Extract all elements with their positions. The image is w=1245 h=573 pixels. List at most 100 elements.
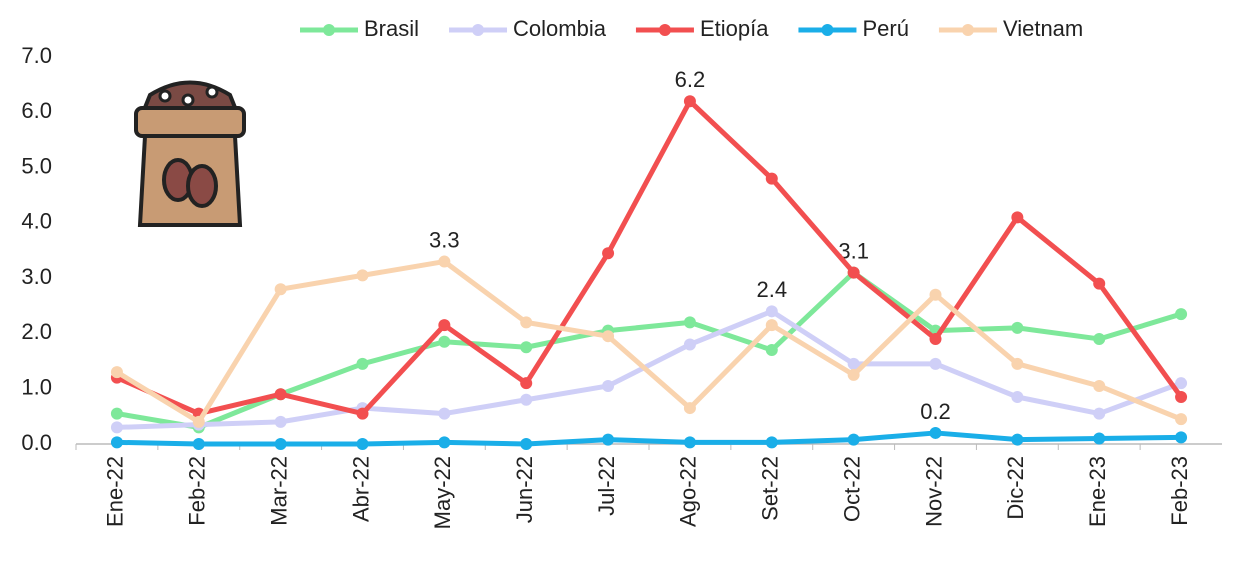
point: [110, 436, 123, 449]
point: [1175, 377, 1188, 390]
point: [765, 319, 778, 332]
point: [1093, 379, 1106, 392]
x-tick-label: Ago-22: [676, 456, 701, 527]
point: [356, 438, 369, 450]
legend-label: Perú: [862, 16, 908, 41]
legend-label: Brasil: [364, 16, 419, 41]
point: [847, 266, 860, 279]
x-tick-label: Feb-23: [1167, 456, 1192, 526]
point: [274, 415, 287, 428]
point: [1175, 391, 1188, 404]
point: [520, 341, 533, 354]
point: [683, 338, 696, 351]
point: [683, 316, 696, 329]
legend-marker: [961, 24, 974, 36]
point: [356, 269, 369, 282]
point: [929, 332, 942, 345]
point: [1175, 308, 1188, 321]
data-label: 6.2: [675, 67, 706, 92]
point: [1093, 332, 1106, 345]
x-tick-label: Jun-22: [512, 456, 537, 523]
x-tick-label: Abr-22: [348, 456, 373, 522]
point: [765, 344, 778, 357]
coffee-bag-icon: [134, 80, 246, 227]
x-tick-label: Ene-23: [1085, 456, 1110, 527]
point: [1011, 211, 1024, 224]
point: [438, 407, 451, 420]
point: [847, 433, 860, 446]
point: [929, 426, 942, 439]
point: [1175, 413, 1188, 426]
point: [438, 319, 451, 332]
point: [1093, 277, 1106, 290]
legend-marker: [323, 24, 335, 36]
point: [683, 95, 696, 108]
point: [192, 438, 205, 450]
point: [929, 357, 942, 370]
legend-marker: [472, 24, 485, 36]
y-tick-label: 6.0: [21, 98, 52, 123]
point: [520, 377, 533, 390]
legend-label: Colombia: [513, 16, 607, 41]
series-line: [115, 98, 1184, 417]
point: [274, 438, 287, 450]
point: [602, 379, 615, 392]
point: [847, 368, 860, 381]
series-line: [115, 259, 1183, 425]
series-line: [116, 308, 1182, 430]
legend-marker: [821, 24, 834, 36]
point: [683, 402, 696, 415]
point: [765, 305, 778, 318]
y-tick-label: 3.0: [21, 264, 52, 289]
point: [765, 436, 778, 449]
y-tick-label: 7.0: [21, 43, 52, 68]
point: [765, 172, 778, 185]
point: [929, 288, 942, 301]
legend-label: Vietnam: [1003, 16, 1083, 41]
point: [1011, 391, 1024, 404]
point: [438, 335, 451, 348]
point: [847, 357, 860, 370]
y-tick-label: 2.0: [21, 319, 52, 344]
point: [1011, 357, 1024, 370]
x-tick-label: Set-22: [758, 456, 783, 521]
point: [520, 438, 533, 450]
point: [438, 255, 451, 268]
point: [192, 415, 205, 428]
legend-marker: [658, 24, 671, 36]
y-tick-label: 1.0: [21, 375, 52, 400]
point: [1093, 407, 1106, 420]
point: [110, 421, 123, 434]
x-tick-label: Feb-22: [185, 456, 210, 526]
point: [520, 316, 533, 329]
x-tick-label: Mar-22: [266, 456, 291, 526]
x-tick-label: Dic-22: [1003, 456, 1028, 520]
point: [602, 330, 615, 343]
legend-label: Etiopía: [700, 16, 769, 41]
series-line: [116, 430, 1182, 447]
data-label: 3.3: [429, 227, 460, 252]
point: [1011, 321, 1024, 334]
point: [1175, 431, 1188, 444]
data-label: 0.2: [920, 399, 951, 424]
point: [110, 407, 123, 420]
y-tick-label: 4.0: [21, 209, 52, 234]
x-tick-label: Nov-22: [921, 456, 946, 527]
point: [602, 433, 615, 446]
point: [520, 393, 533, 406]
x-tick-label: Ene-22: [103, 456, 128, 527]
point: [274, 388, 287, 401]
x-tick-label: Oct-22: [839, 456, 864, 522]
point: [1011, 433, 1024, 446]
point: [356, 357, 369, 370]
point: [602, 247, 615, 260]
point: [1093, 432, 1106, 445]
y-tick-label: 0.0: [21, 430, 52, 455]
x-tick-label: May-22: [430, 456, 455, 529]
point: [274, 283, 287, 296]
data-label: 2.4: [756, 277, 787, 302]
point: [683, 436, 696, 449]
y-tick-label: 5.0: [21, 153, 52, 178]
point: [438, 436, 451, 449]
